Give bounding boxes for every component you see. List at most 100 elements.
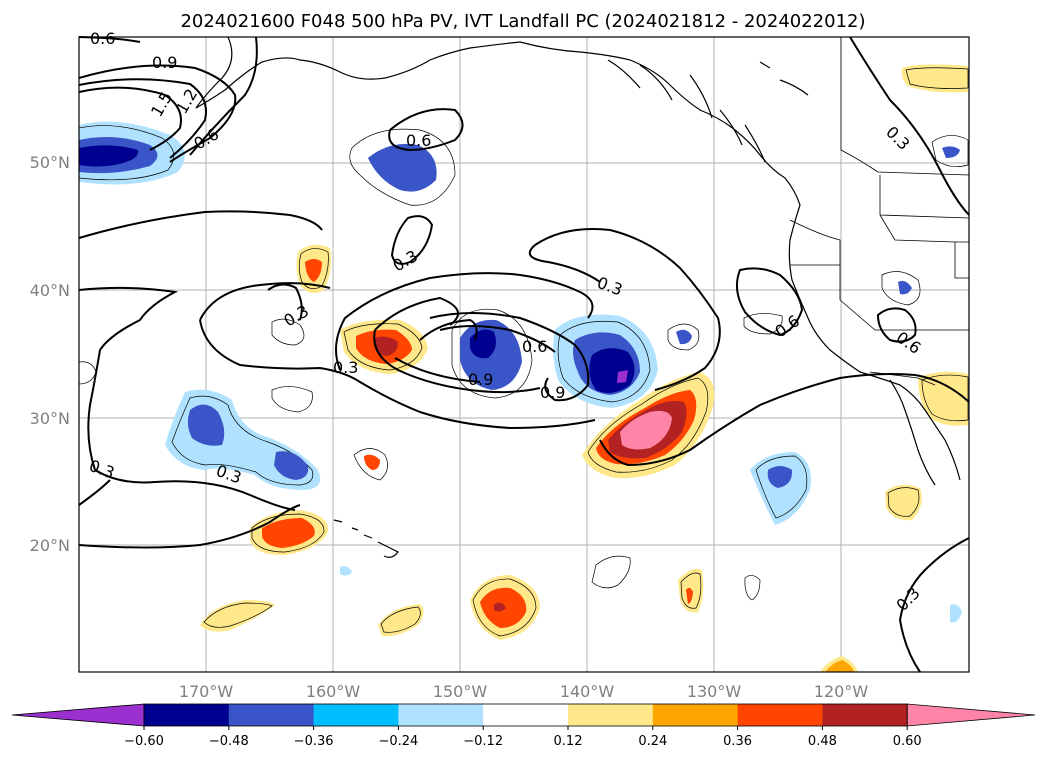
political-borders <box>789 37 970 386</box>
coastline-north-america <box>519 41 961 481</box>
pv-blob-neg <box>591 555 631 589</box>
colorbar-segment <box>483 704 569 726</box>
contour-label: 0.3 <box>333 358 358 377</box>
border-canada-alaska <box>840 37 970 176</box>
pv-blob-pos <box>200 600 275 632</box>
border-us-states <box>789 175 970 331</box>
ivt-contour-0.6-inner <box>439 325 556 353</box>
pv-blob-pos <box>271 386 313 413</box>
pv-blob-pos <box>203 602 273 628</box>
pv-blob-neg <box>340 566 352 576</box>
colorbar-tick-label: −0.60 <box>124 734 164 749</box>
colorbar-tick-label: 0.48 <box>808 734 837 749</box>
pv-blob-neg <box>755 455 808 519</box>
colorbar-segment <box>568 704 654 726</box>
pv-blob-pos <box>364 454 380 470</box>
pv-anomaly-fills <box>78 64 969 672</box>
contour-label: 0.9 <box>540 383 565 402</box>
ivt-contour-0.3-west <box>78 286 296 511</box>
colorbar-tick-label: 0.12 <box>554 734 583 749</box>
ivt-contour-0.6-coast <box>735 267 804 337</box>
map-background <box>79 37 969 672</box>
pv-blob-neg <box>744 575 761 601</box>
colorbar-tick-label: 0.60 <box>893 734 922 749</box>
pv-blob-pos <box>921 374 969 422</box>
ivt-contour-1.2 <box>78 78 207 159</box>
ivt-contour-0.6-east <box>876 307 917 343</box>
colorbar-segment <box>822 704 908 726</box>
figure-title: 2024021600 F048 500 hPa PV, IVT Landfall… <box>180 11 865 32</box>
coastlines <box>195 36 961 558</box>
longitude-labels: 170°W 160°W 150°W 140°W 130°W 120°W <box>179 682 869 701</box>
pv-blob-neg <box>451 308 533 399</box>
ivt-contour-0.3-southern <box>199 319 596 430</box>
ivt-contour-0.3-mid <box>335 272 594 371</box>
pv-blob-neg <box>368 143 437 192</box>
pv-blob-pos <box>262 518 315 548</box>
pv-blob-pos <box>305 259 322 282</box>
ivt-contour-0.9-loop <box>429 312 590 402</box>
lon-label: 140°W <box>560 682 615 701</box>
pv-blob-neg <box>557 320 651 403</box>
colorbar-extend-max <box>906 703 1036 727</box>
ivt-contours <box>78 36 970 673</box>
ivt-contour-0.3-small <box>267 283 303 321</box>
pv-blob-pos <box>620 410 672 450</box>
coastline-fjords <box>607 59 766 163</box>
pv-blob-pos <box>901 64 968 93</box>
pv-blob-neg <box>79 145 139 167</box>
ivt-contour-0.3-east <box>534 228 721 391</box>
lat-label: 40°N <box>30 281 70 300</box>
contour-label: 0.6 <box>406 131 431 150</box>
pv-blob-pos <box>472 578 537 637</box>
pv-blob-neg <box>274 451 309 480</box>
ivt-contour-0.6-lower <box>373 329 541 394</box>
pv-blob-neg <box>676 329 692 345</box>
lon-label: 130°W <box>687 682 742 701</box>
colorbar-extend-min <box>11 703 145 727</box>
lat-label: 20°N <box>30 536 70 555</box>
colorbar-tick-label: −0.36 <box>294 734 334 749</box>
pv-blob-pos <box>825 660 854 672</box>
pv-blob-pos <box>378 604 424 637</box>
pv-blob-pos <box>343 323 423 371</box>
ivt-contour-0.3-southwest <box>78 479 301 549</box>
ivt-contour-0.6-mid <box>374 296 459 331</box>
pv-blob-pos <box>374 336 398 356</box>
lon-label: 150°W <box>433 682 488 701</box>
ivt-contour-0.6-closed <box>388 108 464 152</box>
pv-blob-neg <box>942 146 960 158</box>
pv-blob-neg <box>667 323 700 351</box>
contour-label: 0.6 <box>522 337 547 356</box>
colorbar-segment <box>398 704 484 726</box>
contour-label: 0.9 <box>468 370 493 389</box>
lat-label: 50°N <box>30 153 70 172</box>
colorbar-segment <box>313 704 399 726</box>
pv-blob-neg <box>931 135 969 167</box>
coastline-islands <box>759 61 809 96</box>
pv-blob-pos <box>353 448 388 481</box>
map-frame <box>78 36 970 673</box>
colorbar-segment <box>228 704 315 726</box>
ivt-contour-0.3-northern <box>78 210 323 239</box>
colorbar-tick-label: 0.24 <box>638 734 667 749</box>
ivt-contour-1.5 <box>78 86 182 151</box>
coastline-hawaii <box>333 519 399 558</box>
ivt-contour-0.9-mid <box>394 318 481 383</box>
colorbar: −0.60 −0.48 −0.36 −0.24 −0.12 0.12 0.24 0.36 0.4… <box>11 703 1036 749</box>
pv-blob-pos <box>885 484 922 521</box>
pv-blob-neg <box>750 452 811 525</box>
colorbar-segment <box>144 704 230 726</box>
contour-label: 0.9 <box>152 53 177 72</box>
ivt-contour-0.6-west <box>189 36 258 156</box>
colorbar-segment <box>652 704 739 726</box>
lon-label: 170°W <box>179 682 234 701</box>
ivt-contour-0.3-northeast <box>849 36 970 216</box>
pv-blob-pos <box>251 513 325 553</box>
pv-blob-pos <box>680 572 702 609</box>
pv-blob-pos <box>380 606 421 633</box>
pv-blob-neg <box>617 370 628 383</box>
pv-blob-pos <box>587 377 709 473</box>
pv-blob-neg <box>187 404 225 446</box>
